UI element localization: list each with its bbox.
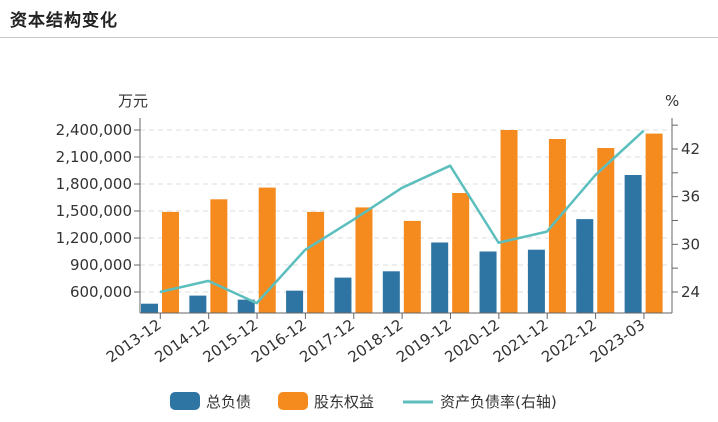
left-tick-label: 2,100,000 xyxy=(56,148,132,166)
chart-title: 资本结构变化 xyxy=(10,11,118,31)
bar-total-debt[interactable] xyxy=(141,303,158,313)
bar-total-debt[interactable] xyxy=(382,271,400,313)
legend-swatch-equity[interactable] xyxy=(278,392,308,410)
bar-equity[interactable] xyxy=(403,220,421,313)
bar-equity[interactable] xyxy=(210,199,228,313)
bar-total-debt[interactable] xyxy=(624,175,642,313)
right-tick-label: 42 xyxy=(681,140,700,158)
bar-equity[interactable] xyxy=(355,207,373,313)
left-tick-label: 2,400,000 xyxy=(56,121,132,139)
left-tick-label: 1,800,000 xyxy=(56,175,132,193)
title-divider xyxy=(0,37,718,38)
left-axis-unit: 万元 xyxy=(118,92,148,110)
bar-total-debt[interactable] xyxy=(576,219,594,313)
bar-equity[interactable] xyxy=(500,130,518,313)
legend-label-equity[interactable]: 股东权益 xyxy=(314,393,374,411)
bar-equity[interactable] xyxy=(307,211,325,313)
bar-total-debt[interactable] xyxy=(527,249,545,313)
right-tick-label: 30 xyxy=(681,235,700,253)
bar-equity[interactable] xyxy=(162,211,179,313)
legend-swatch-total-debt[interactable] xyxy=(170,392,200,410)
bar-total-debt[interactable] xyxy=(189,295,207,313)
left-tick-label: 1,500,000 xyxy=(56,202,132,220)
bar-equity[interactable] xyxy=(452,193,470,313)
bar-total-debt[interactable] xyxy=(334,277,352,313)
bar-equity[interactable] xyxy=(548,139,566,313)
bar-equity[interactable] xyxy=(258,187,276,313)
right-tick-label: 24 xyxy=(681,283,700,301)
bar-total-debt[interactable] xyxy=(286,290,304,313)
debt-ratio-line[interactable] xyxy=(159,129,645,305)
bar-total-debt[interactable] xyxy=(431,242,449,314)
left-tick-label: 600,000 xyxy=(70,283,132,301)
left-tick-label: 1,200,000 xyxy=(56,229,132,247)
x-tick-label: 2023-03 xyxy=(587,316,649,367)
right-tick-label: 36 xyxy=(681,188,700,206)
bar-equity[interactable] xyxy=(597,148,615,313)
left-tick-label: 900,000 xyxy=(70,256,132,274)
bar-equity[interactable] xyxy=(645,133,663,313)
legend-label-total-debt[interactable]: 总负债 xyxy=(206,393,251,411)
right-axis-unit: % xyxy=(665,92,679,110)
bar-total-debt[interactable] xyxy=(479,251,497,314)
legend-label-debt-ratio[interactable]: 资产负债率(右轴) xyxy=(440,393,557,411)
bar-total-debt[interactable] xyxy=(237,299,255,313)
